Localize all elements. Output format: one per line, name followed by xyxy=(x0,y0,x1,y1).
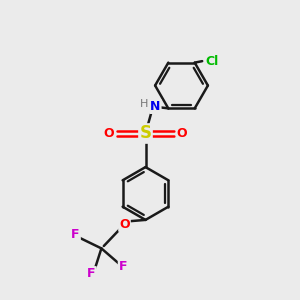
Text: F: F xyxy=(87,267,96,280)
Text: S: S xyxy=(140,124,152,142)
Text: Cl: Cl xyxy=(206,55,219,68)
Text: F: F xyxy=(119,260,127,274)
Text: N: N xyxy=(150,100,161,113)
Text: O: O xyxy=(177,127,188,140)
Text: H: H xyxy=(140,99,148,109)
Text: O: O xyxy=(103,127,114,140)
Text: F: F xyxy=(71,228,80,241)
Text: O: O xyxy=(119,218,130,231)
